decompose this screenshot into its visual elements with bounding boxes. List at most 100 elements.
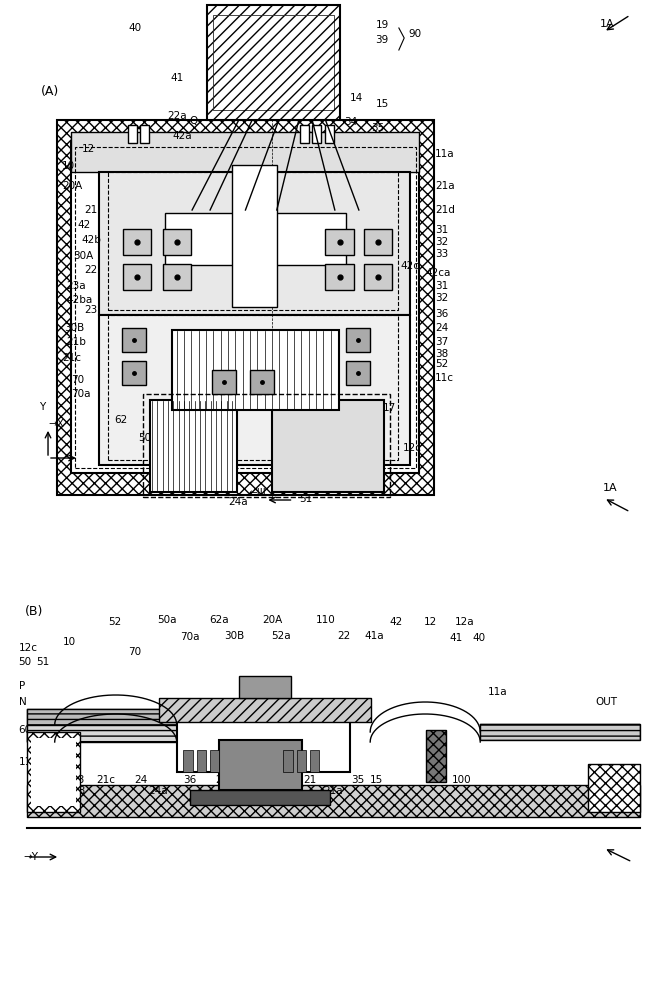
Bar [27,709,177,725]
Text: 14: 14 [350,93,363,103]
Bar [232,165,277,307]
Text: 34: 34 [344,117,358,127]
Text: 24: 24 [435,323,448,333]
Bar [213,15,334,110]
Text: 20A: 20A [262,615,282,625]
Text: P: P [19,681,25,691]
Text: 40: 40 [128,23,141,33]
Bar [99,172,410,315]
Text: 35: 35 [351,775,364,785]
Text: 25: 25 [276,775,289,785]
Text: 23: 23 [85,305,98,315]
Text: 23a: 23a [67,281,86,291]
Text: 42ca: 42ca [426,268,451,278]
Text: 21b: 21b [67,337,87,347]
Text: 51: 51 [299,494,313,504]
Text: 38: 38 [435,349,448,359]
Text: 11a: 11a [488,687,508,697]
Text: 12c: 12c [19,643,37,653]
Bar [75,147,416,468]
Text: 21d: 21d [435,205,455,215]
Bar [207,5,340,120]
Text: 42ba: 42ba [67,295,93,305]
Bar [27,785,640,817]
Text: 40: 40 [472,633,486,643]
Text: 50a: 50a [157,615,177,625]
Text: 62: 62 [59,725,72,735]
Bar [150,400,237,492]
Bar [183,750,193,772]
Bar [27,732,80,812]
Text: 62a: 62a [209,615,229,625]
Bar [213,15,334,110]
Text: 36: 36 [435,309,448,319]
Text: 10: 10 [62,161,75,171]
Bar [140,125,149,143]
Bar [27,732,80,812]
Text: 12a: 12a [455,617,474,627]
Text: 42: 42 [77,220,91,230]
Text: (A): (A) [41,86,59,99]
Text: 22: 22 [85,265,98,275]
Bar [212,370,236,394]
Text: 100: 100 [452,775,472,785]
Bar [207,5,340,120]
Text: 42b: 42b [81,235,101,245]
Text: 21c: 21c [96,775,115,785]
Text: 61: 61 [35,725,49,735]
Text: 21: 21 [85,205,98,215]
Bar [27,709,177,725]
Text: 42c: 42c [400,261,419,271]
Bar [219,740,302,790]
Text: 21: 21 [303,775,316,785]
Text: ←III: ←III [308,60,326,70]
Text: Q: Q [189,116,197,126]
Text: 23: 23 [215,775,228,785]
Bar [57,120,434,495]
Bar [239,676,291,698]
Text: 51: 51 [37,657,50,667]
Text: 21a: 21a [435,181,454,191]
Text: 22a: 22a [167,111,186,121]
Text: 61: 61 [158,479,171,489]
Bar [310,750,319,772]
Bar [108,172,398,310]
Text: Y: Y [39,402,45,412]
Bar [426,730,446,782]
Bar [57,120,434,495]
Bar [346,361,370,385]
Bar [177,720,350,772]
Bar [197,750,206,772]
Text: 21a: 21a [323,786,342,796]
Text: 11c: 11c [435,373,454,383]
Bar [27,725,177,742]
Bar [346,328,370,352]
Text: 41: 41 [450,633,463,643]
Text: 62a: 62a [201,483,221,493]
Text: OUT: OUT [595,697,617,707]
Text: 12a: 12a [288,23,307,33]
Text: 11c: 11c [19,757,37,767]
Bar [122,361,146,385]
Bar [123,264,151,290]
Text: 70a: 70a [71,389,91,399]
Text: 20A: 20A [62,181,82,191]
Text: 1A: 1A [603,483,618,493]
Text: 12: 12 [81,144,95,154]
Text: OUT: OUT [222,63,244,73]
Bar [272,400,384,492]
Bar [159,698,371,722]
Text: 50a: 50a [138,433,157,443]
Text: 24a: 24a [228,497,247,507]
Bar [250,370,274,394]
Text: 15: 15 [370,775,383,785]
Text: →Y: →Y [23,852,38,862]
Text: 33: 33 [435,249,448,259]
Text: 32: 32 [435,237,448,247]
Text: 30B: 30B [224,631,244,641]
Text: 22a: 22a [245,786,265,796]
Bar [128,125,137,143]
Bar [27,785,640,817]
Text: 17: 17 [383,403,396,413]
Text: 24: 24 [135,775,148,785]
